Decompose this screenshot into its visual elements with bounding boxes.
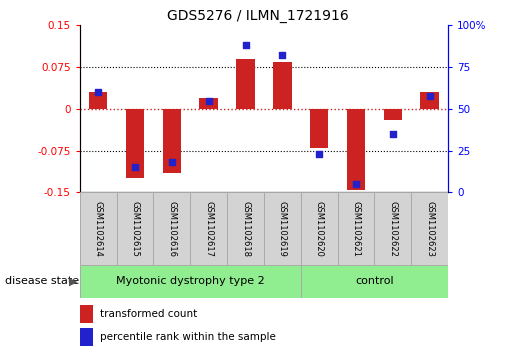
Bar [301, 192, 338, 265]
Text: GSM1102621: GSM1102621 [352, 201, 360, 257]
Text: GSM1102616: GSM1102616 [167, 201, 176, 257]
Bar [384, 109, 402, 120]
Bar [199, 98, 218, 109]
Text: disease state: disease state [5, 276, 79, 286]
Bar [191, 192, 227, 265]
Text: GSM1102618: GSM1102618 [241, 201, 250, 257]
Bar [420, 92, 439, 109]
Point [168, 159, 176, 165]
Bar [80, 265, 301, 298]
Text: GSM1102617: GSM1102617 [204, 201, 213, 257]
Point [315, 151, 323, 157]
Text: GSM1102620: GSM1102620 [315, 201, 323, 257]
Text: GSM1102622: GSM1102622 [388, 201, 397, 257]
Text: GSM1102615: GSM1102615 [131, 201, 140, 257]
Bar [338, 192, 374, 265]
Bar [236, 59, 255, 109]
Point [204, 98, 213, 103]
Bar [227, 192, 264, 265]
Text: ▶: ▶ [68, 276, 77, 286]
Text: GDS5276 / ILMN_1721916: GDS5276 / ILMN_1721916 [167, 9, 348, 23]
Text: GSM1102623: GSM1102623 [425, 201, 434, 257]
Bar [80, 192, 116, 265]
Bar [301, 265, 448, 298]
Bar [89, 92, 108, 109]
Bar [163, 109, 181, 173]
Bar [411, 192, 448, 265]
Point [131, 164, 139, 170]
Bar [126, 109, 144, 179]
Bar [80, 305, 93, 323]
Bar [264, 192, 301, 265]
Point [389, 131, 397, 137]
Point [94, 89, 102, 95]
Bar [347, 109, 365, 189]
Bar [310, 109, 329, 148]
Bar [116, 192, 153, 265]
Bar [153, 192, 191, 265]
Bar [273, 62, 291, 109]
Text: GSM1102614: GSM1102614 [94, 201, 102, 257]
Text: Myotonic dystrophy type 2: Myotonic dystrophy type 2 [116, 276, 265, 286]
Point [425, 93, 434, 98]
Text: control: control [355, 276, 394, 286]
Point [278, 53, 286, 58]
Point [352, 181, 360, 187]
Point [242, 42, 250, 48]
Text: percentile rank within the sample: percentile rank within the sample [100, 332, 276, 342]
Bar [374, 192, 411, 265]
Text: GSM1102619: GSM1102619 [278, 201, 287, 257]
Text: transformed count: transformed count [100, 309, 197, 319]
Bar [80, 328, 93, 346]
